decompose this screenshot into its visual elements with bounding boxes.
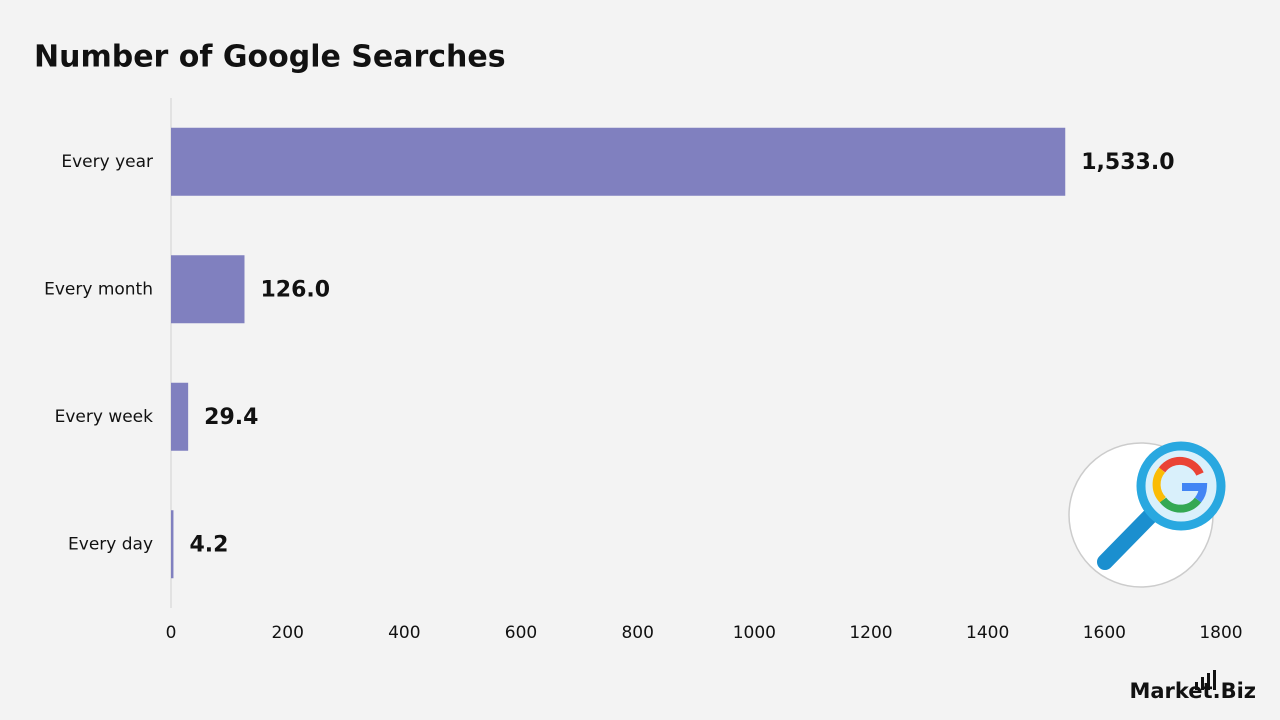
x-tick-label: 0 (166, 623, 177, 643)
value-label: 4.2 (189, 532, 228, 557)
bar (171, 510, 174, 579)
x-tick-label: 1200 (849, 623, 892, 643)
bar (171, 255, 245, 324)
brand: Market.Biz (1129, 679, 1256, 703)
brand-icon (1195, 670, 1216, 690)
x-tick-label: 1000 (733, 623, 776, 643)
search-icon (1068, 441, 1226, 588)
y-tick-label: Every week (55, 407, 154, 427)
x-tick-label: 1800 (1199, 623, 1242, 643)
value-label: 126.0 (261, 277, 331, 302)
bar (171, 127, 1066, 196)
value-label: 29.4 (204, 405, 258, 430)
x-tick-label: 1600 (1083, 623, 1126, 643)
x-tick-label: 600 (505, 623, 537, 643)
value-label: 1,533.0 (1081, 150, 1174, 175)
x-tick-label: 400 (388, 623, 420, 643)
y-tick-label: Every day (68, 534, 153, 554)
chart-title: Number of Google Searches (34, 40, 506, 75)
bar (171, 382, 189, 451)
x-tick-label: 1400 (966, 623, 1009, 643)
y-tick-label: Every year (61, 152, 153, 172)
y-tick-label: Every month (44, 279, 153, 299)
x-tick-label: 200 (271, 623, 303, 643)
x-tick-label: 800 (621, 623, 653, 643)
